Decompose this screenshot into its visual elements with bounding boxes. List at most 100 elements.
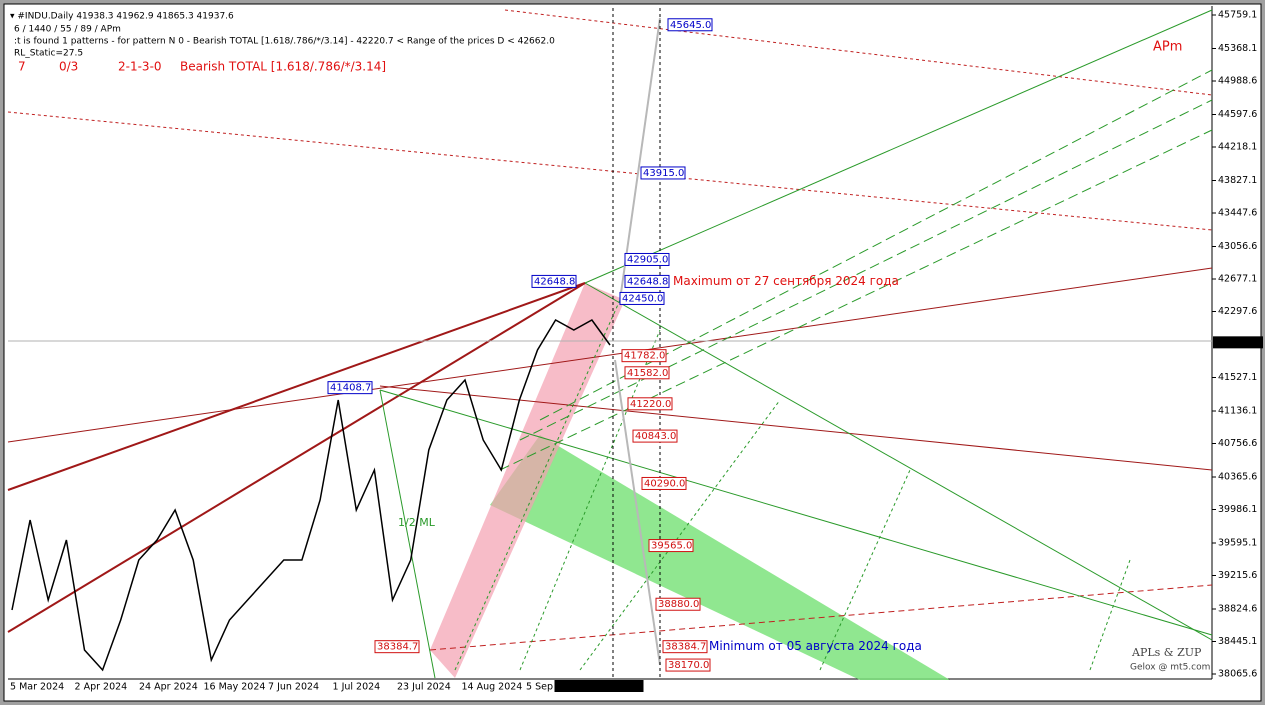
level-label: 40290.0 (644, 478, 685, 489)
y-tick-label: 45759.1 (1218, 10, 1257, 21)
level-label: 38880.0 (658, 599, 699, 610)
level-box (624, 252, 670, 266)
x-tick-label: 16 May 2024 (204, 682, 266, 693)
pattern-status: 0/3 (59, 60, 78, 74)
current-price-box (1213, 336, 1263, 349)
level-box (624, 366, 670, 380)
level-box (640, 166, 686, 180)
y-tick-label: 40365.6 (1218, 471, 1257, 482)
y-tick-label: 41136.1 (1218, 405, 1257, 416)
level-label: 42905.0 (627, 254, 668, 265)
annotation: Maximum от 27 сентября 2024 года (673, 274, 899, 288)
time-cursor-box (554, 680, 644, 692)
trend-line (7, 267, 1213, 443)
trend-line (1089, 559, 1131, 671)
level-label: 40843.0 (635, 431, 676, 442)
y-tick-label: 42297.6 (1218, 306, 1257, 317)
annotation: Gelox @ mt5.com (1130, 663, 1210, 673)
trend-line (519, 329, 661, 671)
level-box (627, 397, 673, 411)
annotation: APLs & ZUP (1131, 646, 1202, 659)
trend-lines (7, 8, 1213, 680)
level-label: 42648.8 (627, 276, 668, 287)
trend-line (504, 9, 1213, 96)
pattern-status: Bearish TOTAL [1.618/.786/*/3.14] (180, 60, 386, 74)
header-line: ▾ #INDU.Daily 41938.3 41962.9 41865.3 41… (10, 12, 234, 22)
y-tick-label: 42677.1 (1218, 273, 1257, 284)
level-label: 41782.0 (624, 351, 665, 362)
level-box (655, 597, 701, 611)
y-tick-label: 38065.6 (1218, 669, 1257, 680)
trend-line (519, 99, 1213, 441)
level-label: 41408.7 (330, 383, 371, 394)
x-tick-label: 14 Aug 2024 (462, 682, 523, 693)
y-tick-label: 43056.6 (1218, 241, 1257, 252)
level-label: 42450.0 (622, 293, 663, 304)
trend-line (579, 399, 781, 671)
level-box (641, 476, 687, 490)
x-tick-label: 1 Jul 2024 (333, 682, 381, 693)
y-tick-label: 45368.1 (1218, 43, 1257, 54)
level-label: 41220.0 (630, 399, 671, 410)
trend-line (7, 111, 1213, 231)
level-box (531, 274, 577, 288)
trend-line (499, 129, 1213, 471)
y-tick-label: 44988.6 (1218, 75, 1257, 86)
y-tick-label: 39595.1 (1218, 537, 1257, 548)
y-tick-label: 41527.1 (1218, 372, 1257, 383)
y-tick-label: 43827.1 (1218, 175, 1257, 186)
header-line: :t is found 1 patterns - for pattern N 0… (14, 37, 555, 47)
x-tick-label: 23 Jul 2024 (397, 682, 451, 693)
y-tick-label: 44218.1 (1218, 141, 1257, 152)
trend-line (584, 9, 1213, 284)
annotation: Minimum от 05 августа 2024 года (709, 639, 922, 653)
y-tick-label: 38824.6 (1218, 603, 1257, 614)
y-tick-label: 40756.6 (1218, 438, 1257, 449)
level-box (621, 349, 667, 363)
x-tick-label: 5 Sep 2024 (526, 682, 580, 693)
header-line: RL_Static=27.5 (14, 49, 83, 59)
x-tick-label: 2024.10.08 11:47 (557, 682, 642, 693)
projection-line (614, 359, 661, 666)
x-tick-label: 5 Mar 2024 (10, 682, 64, 693)
trend-line (454, 299, 621, 671)
price-line (11, 318, 611, 672)
trend-line (379, 389, 1213, 636)
level-box (619, 291, 665, 305)
level-label: 42648.8 (534, 276, 575, 287)
level-box (667, 18, 713, 32)
annotation: APm (1153, 40, 1182, 55)
level-label: 45645.0 (670, 20, 711, 31)
trend-line (429, 584, 1213, 651)
header-line: 6 / 1440 / 55 / 89 / APm (14, 25, 121, 35)
y-tick-label: 38445.1 (1218, 636, 1257, 647)
level-box (327, 381, 373, 395)
x-tick-label: 24 Apr 2024 (139, 682, 198, 693)
level-box (624, 274, 670, 288)
level-label: 41582.0 (627, 368, 668, 379)
y-tick-label: 39986.1 (1218, 504, 1257, 515)
current-price-label: 41937.6 (1217, 337, 1256, 348)
pattern-status: 7 (18, 60, 26, 74)
level-box (662, 640, 708, 654)
x-tick-label: 2 Apr 2024 (75, 682, 128, 693)
pink-channel (430, 283, 625, 678)
level-box (665, 658, 711, 672)
trend-line (379, 389, 436, 679)
level-box (648, 539, 694, 553)
x-tick-label: 7 Jun 2024 (268, 682, 319, 693)
level-label: 43915.0 (643, 168, 684, 179)
y-tick-label: 43447.6 (1218, 207, 1257, 218)
level-label: 38170.0 (668, 660, 709, 671)
y-tick-label: 39215.6 (1218, 570, 1257, 581)
level-label: 38384.7 (377, 642, 418, 653)
level-box (632, 429, 678, 443)
y-tick-label: 44597.6 (1218, 109, 1257, 120)
green-channel (490, 435, 950, 680)
level-box (374, 640, 420, 654)
trend-line (7, 282, 586, 491)
trend-line (819, 469, 911, 671)
level-label: 38384.7 (665, 642, 706, 653)
